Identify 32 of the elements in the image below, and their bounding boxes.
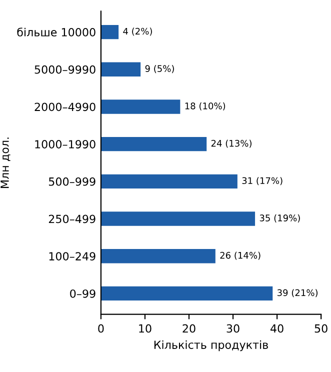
y-tick-label: 0–99	[70, 289, 96, 298]
data-label: 24 (13%)	[211, 140, 252, 148]
y-tick-label: 1000–1990	[35, 140, 96, 148]
bar	[100, 100, 180, 114]
bar	[100, 174, 238, 189]
data-label: 18 (10%)	[185, 102, 226, 110]
data-label: 35 (19%)	[260, 214, 300, 222]
data-label: 39 (21%)	[278, 289, 318, 298]
y-tick-label: 100–249	[49, 252, 96, 260]
x-axis-title: Кількість продуктів	[154, 340, 268, 352]
bar	[100, 24, 119, 40]
bar	[100, 212, 256, 226]
bar	[100, 249, 216, 264]
x-tick-label: 30	[226, 324, 240, 333]
y-tick-label: 500–999	[48, 177, 96, 186]
y-axis-title: Млн дол.	[0, 138, 10, 188]
y-tick-label: 2000–4990	[34, 102, 96, 112]
bar	[100, 286, 273, 301]
y-tick-label: 250–499	[48, 214, 96, 224]
data-label: 4 (2%)	[123, 28, 152, 36]
data-label: 31 (17%)	[242, 177, 282, 186]
y-tick-label: більше 10000	[17, 28, 96, 36]
x-tick-label: 40	[270, 324, 284, 333]
x-tick-label: 50	[314, 324, 328, 333]
x-tick-label: 0	[98, 324, 104, 333]
bar	[100, 136, 207, 152]
data-label: 26 (14%)	[220, 252, 260, 260]
x-tick-label: 10	[139, 324, 152, 333]
data-label: 9 (5%)	[145, 65, 174, 74]
y-tick-label: 5000–9990	[34, 65, 96, 74]
x-tick-label: 20	[182, 324, 196, 333]
bar	[100, 62, 141, 76]
